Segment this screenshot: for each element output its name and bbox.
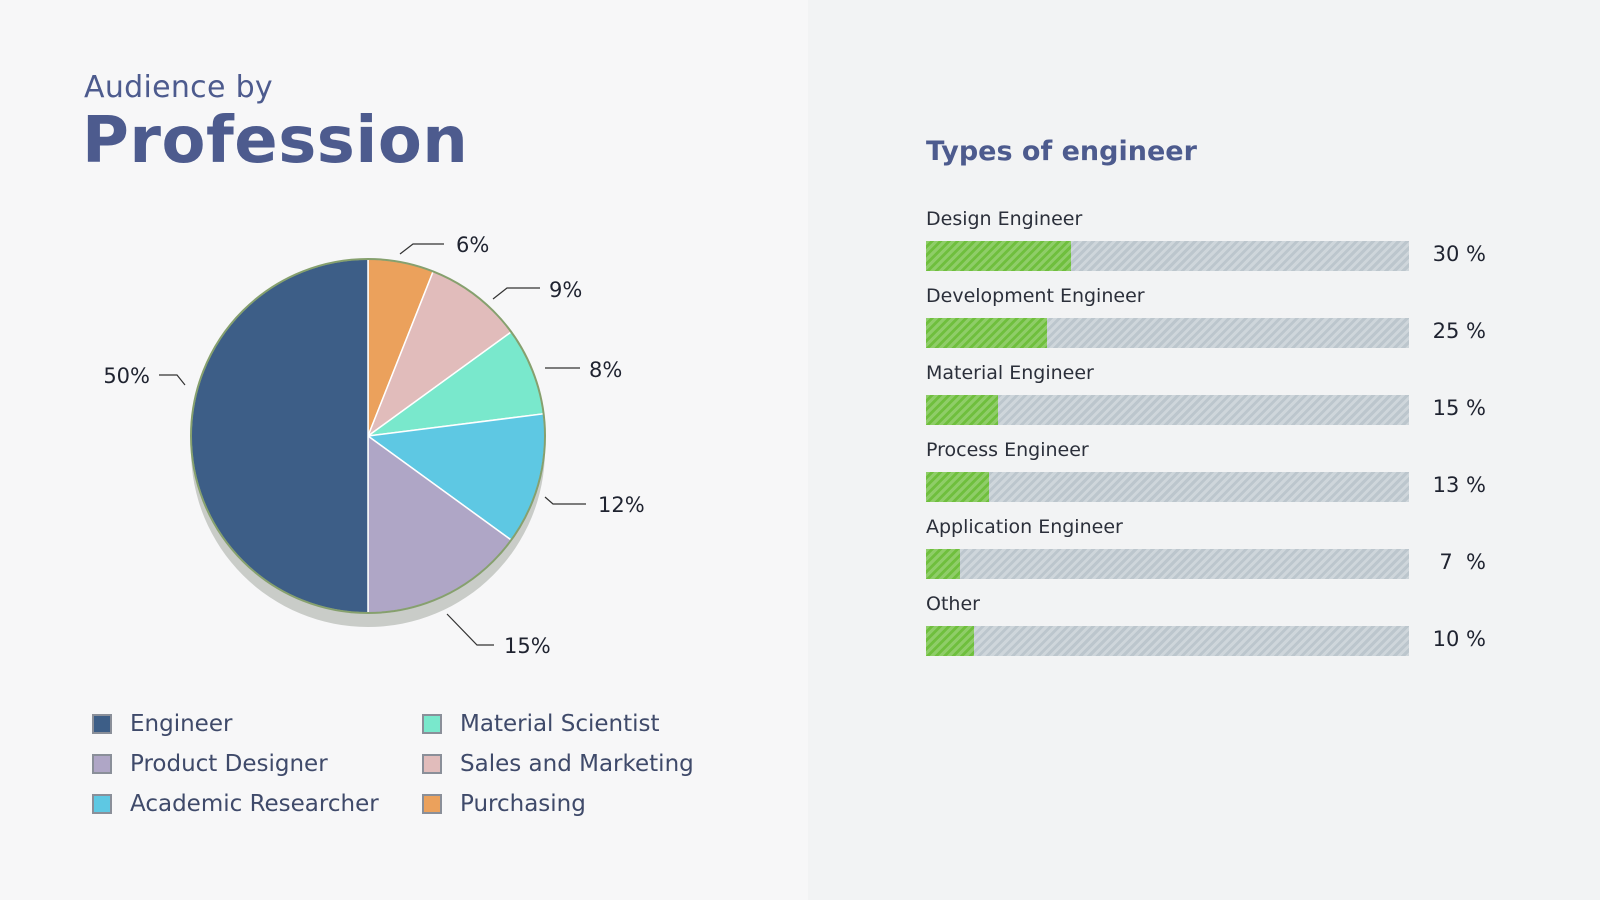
page-subtitle: Audience by bbox=[84, 70, 273, 105]
legend-swatch bbox=[92, 714, 112, 734]
legend-item: Purchasing bbox=[422, 789, 586, 819]
legend-label: Academic Researcher bbox=[130, 791, 379, 817]
legend-item: Engineer bbox=[92, 709, 232, 739]
pie-leader-line bbox=[399, 243, 444, 255]
legend-label: Engineer bbox=[130, 711, 233, 737]
legend-label: Product Designer bbox=[130, 751, 328, 777]
pie-leader-line bbox=[492, 287, 540, 300]
bar-fill bbox=[926, 472, 989, 502]
bar-track bbox=[926, 318, 1409, 348]
bar-label: Development Engineer bbox=[926, 285, 1145, 307]
legend-swatch bbox=[92, 754, 112, 774]
pie-data-label: 8% bbox=[589, 358, 622, 382]
bar-label: Process Engineer bbox=[926, 439, 1089, 461]
page-title: Profession bbox=[82, 104, 469, 178]
bar-value-label: 13 % bbox=[1432, 473, 1486, 497]
legend-item: Academic Researcher bbox=[92, 789, 379, 819]
bar-track bbox=[926, 549, 1409, 579]
bar-label: Application Engineer bbox=[926, 516, 1123, 538]
bar-value-label: 15 % bbox=[1432, 396, 1486, 420]
pie-data-label: 9% bbox=[549, 278, 582, 302]
bar-row: Material Engineer 15 % bbox=[926, 362, 1486, 432]
bar-label: Material Engineer bbox=[926, 362, 1094, 384]
legend-label: Purchasing bbox=[460, 791, 586, 817]
legend-item: Sales and Marketing bbox=[422, 749, 694, 779]
bar-fill bbox=[926, 626, 975, 656]
bar-fill bbox=[926, 395, 999, 425]
bar-track bbox=[926, 241, 1409, 271]
legend-label: Sales and Marketing bbox=[460, 751, 694, 777]
bar-value-label: 10 % bbox=[1432, 627, 1486, 651]
bar-value-label: 30 % bbox=[1432, 242, 1486, 266]
pie-data-label: 15% bbox=[504, 634, 551, 658]
bar-row: Process Engineer 13 % bbox=[926, 439, 1486, 509]
bar-track bbox=[926, 472, 1409, 502]
bar-fill bbox=[926, 318, 1047, 348]
pie-leader-line bbox=[446, 613, 494, 646]
pie-leader-line bbox=[544, 496, 586, 505]
legend-item: Product Designer bbox=[92, 749, 328, 779]
bar-row: Other 10 % bbox=[926, 593, 1486, 663]
bar-row: Development Engineer 25 % bbox=[926, 285, 1486, 355]
legend-swatch bbox=[422, 754, 442, 774]
pie-data-label: 6% bbox=[456, 233, 489, 257]
bar-value-label: 25 % bbox=[1432, 319, 1486, 343]
bar-value-label: 7 % bbox=[1439, 550, 1486, 574]
pie-slice-engineer bbox=[190, 258, 369, 614]
pie-leader-line bbox=[159, 374, 186, 386]
right-panel bbox=[808, 0, 1600, 900]
bar-fill bbox=[926, 241, 1071, 271]
legend-swatch bbox=[92, 794, 112, 814]
legend-swatch bbox=[422, 794, 442, 814]
legend-label: Material Scientist bbox=[460, 711, 660, 737]
bar-label: Other bbox=[926, 593, 980, 615]
bar-row: Design Engineer 30 % bbox=[926, 208, 1486, 278]
pie-chart: 6% 9% 8% 12% 15% 50% bbox=[103, 233, 645, 658]
legend-swatch bbox=[422, 714, 442, 734]
bar-label: Design Engineer bbox=[926, 208, 1083, 230]
pie-data-label: 12% bbox=[598, 493, 645, 517]
pie-data-label: 50% bbox=[103, 364, 150, 388]
pie-outline bbox=[190, 258, 546, 614]
bar-track bbox=[926, 626, 1409, 656]
bar-chart-title: Types of engineer bbox=[926, 136, 1197, 167]
bar-fill bbox=[926, 549, 960, 579]
bar-row: Application Engineer 7 % bbox=[926, 516, 1486, 586]
legend-item: Material Scientist bbox=[422, 709, 660, 739]
bar-track bbox=[926, 395, 1409, 425]
